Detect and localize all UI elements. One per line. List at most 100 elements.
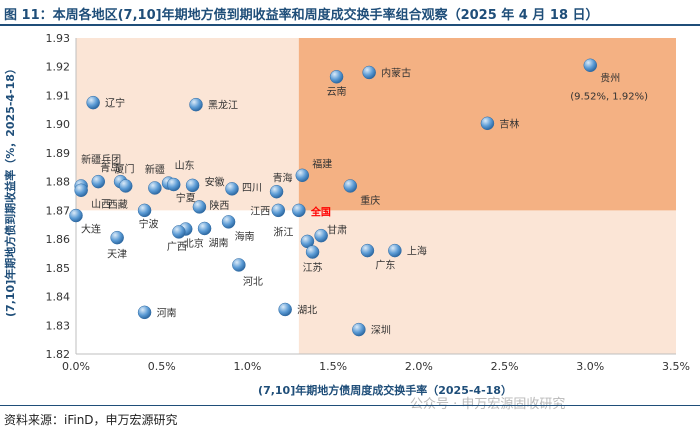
scatter-point [388,243,402,258]
point-label: 江西 [250,205,270,217]
scatter-point [86,95,100,110]
point-label: 河北 [243,276,263,288]
x-tick-label: 0.5% [148,360,176,373]
scatter-point [480,116,495,131]
x-tick-label: 3.5% [662,360,690,373]
scatter-point [278,302,292,317]
scatter-point [137,203,152,218]
scatter-point [362,65,376,80]
point-label: 青海 [273,172,293,185]
point-label: 广西 [167,241,187,253]
point-label: 山西 [91,198,111,210]
y-tick-label: 1.87 [46,204,71,217]
x-tick-label: 0.0% [62,360,90,373]
point-label: 北京 [184,237,204,250]
scatter-chart: 0.0% 0.5% 1.0% 1.5% 2.0% 2.5% 3.0% 3.5% 1.82 1.8… [3,32,690,397]
point-labels: 辽宁 黑龙江 云南 内蒙古 贵州吉林新疆兵团青岛厦门 新疆 山东宁夏安徽四川青海 福建重庆 山西… [81,66,648,336]
y-tick-label: 1.86 [46,233,71,246]
point-label: 湖北 [297,304,317,316]
scatter-point [192,200,207,214]
scatter-point [137,305,152,320]
scatter-point [269,184,284,199]
watermark: 公众号 · 申万宏源固收研究 [410,397,566,412]
point-label: 四川 [242,183,262,194]
point-label: 重庆 [360,194,380,207]
scatter-point [69,208,83,223]
x-tick-label: 3.0% [576,360,604,373]
point-label: 湖南 [209,236,229,249]
y-tick-label: 1.91 [46,89,71,102]
reference-point [292,203,306,218]
point-label: 江苏 [303,261,323,274]
point-label: 甘肃 [327,224,347,237]
scatter-point [232,258,246,272]
point-label: 海南 [235,230,255,243]
axes [75,38,676,355]
point-label: 西藏 [108,199,128,211]
y-tick-label: 1.85 [46,262,71,275]
y-tick-label: 1.89 [46,147,71,160]
scatter-point [110,230,124,245]
y-tick-labels: 1.82 1.83 1.84 1.85 1.86 1.87 1.88 1.89 1.90 1.91… [46,32,71,361]
scatter-point [91,174,106,189]
point-label: 厦门 [115,163,135,176]
scatter-point [185,178,200,193]
point-label: 河南 [157,306,177,319]
point-label: 宁夏 [176,192,196,205]
scatter-point [360,243,375,258]
point-label: 吉林 [499,117,519,130]
y-axis-label: (7,10]年期地方债到期收益率（%，2025-4-18） [3,63,17,317]
scatter-point [172,225,186,239]
x-axis-label: (7,10]年期地方债周度成交换手率（2025-4-18） [258,383,512,397]
source-note: 资料来源：iFinD，申万宏源研究 [4,413,178,427]
point-label: 贵州 [600,71,620,84]
scatter-point [583,58,598,73]
point-annotation: (9.52%, 1.92%) [570,91,648,102]
scatter-point [197,221,212,236]
source-divider [0,405,700,406]
data-points [69,58,598,337]
x-tick-label: 2.5% [491,360,519,373]
scatter-point [225,182,239,196]
point-label: 大连 [81,223,101,236]
scatter-point [343,179,358,193]
point-label: 青岛 [100,162,120,175]
point-label: 宁波 [139,217,159,230]
scatter-point [148,181,162,195]
point-label: 福建 [312,157,332,170]
y-tick-label: 1.90 [46,118,71,131]
scatter-point [271,203,286,218]
point-label: 山东 [175,159,195,172]
point-label: 广东 [375,259,395,272]
point-label: 云南 [327,85,347,98]
scatter-point [166,177,181,192]
y-tick-label: 1.83 [46,319,71,332]
point-label: 深圳 [371,325,391,337]
y-tick-label: 1.93 [46,32,71,45]
point-label: 辽宁 [105,97,125,110]
x-tick-labels: 0.0% 0.5% 1.0% 1.5% 2.0% 2.5% 3.0% 3.5% [62,360,690,373]
point-label: 上海 [407,245,427,258]
x-tick-label: 2.0% [405,360,433,373]
scatter-point [189,97,203,112]
point-label: 新疆兵团 [81,153,121,166]
scatter-point [352,322,366,337]
y-tick-label: 1.92 [46,61,71,74]
x-tick-label: 1.0% [233,360,261,373]
reference-label: 全国 [310,205,331,218]
title-bar: 图 11：本周各地区(7,10]年期地方债到期收益率和周度成交换手率组合观察（2… [0,0,700,26]
scatter-point [74,183,88,198]
figure-title: 图 11：本周各地区(7,10]年期地方债到期收益率和周度成交换手率组合观察（2… [4,8,599,23]
point-label: 新疆 [145,163,165,176]
point-label: 安徽 [205,175,225,188]
y-tick-label: 1.82 [46,348,71,361]
point-label: 天津 [107,249,127,261]
point-label: 浙江 [273,226,293,238]
point-label: 黑龙江 [208,99,238,112]
scatter-point [314,228,328,243]
scatter-point [118,179,133,193]
point-label: 内蒙古 [381,66,411,79]
x-tick-label: 1.5% [319,360,347,373]
scatter-point [329,70,344,84]
scatter-point [221,215,236,229]
